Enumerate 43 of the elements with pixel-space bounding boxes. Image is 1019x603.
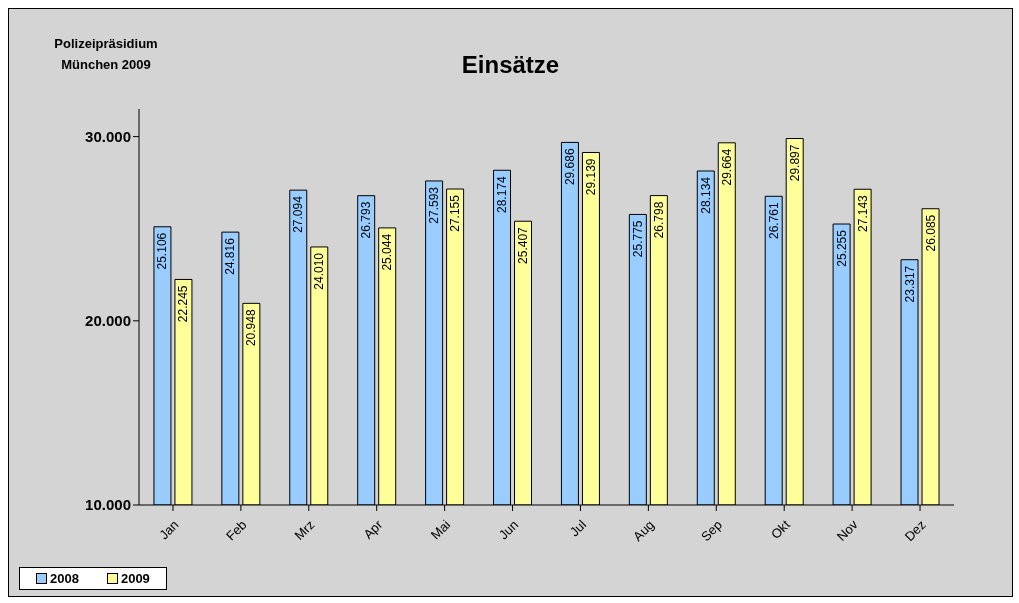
x-tick-label: Nov [833, 516, 862, 544]
y-tick-label: 20.000 [85, 312, 131, 330]
data-label: 28.174 [495, 175, 510, 213]
x-tick-label: Jan [156, 517, 182, 543]
x-tick-label: Jun [495, 517, 522, 543]
legend-label: 2008 [49, 571, 79, 586]
data-label: 27.143 [855, 194, 870, 232]
x-tick-label: Dez [901, 517, 929, 544]
data-label: 29.686 [562, 148, 577, 186]
chart-title: Einsätze [461, 51, 560, 78]
legend-label: 2009 [119, 571, 150, 586]
data-label: 27.155 [448, 194, 463, 232]
x-tick-label: Jul [566, 516, 590, 540]
x-tick-label: Mrz [291, 517, 318, 543]
data-label: 22.245 [176, 285, 191, 323]
data-label: 26.761 [766, 201, 781, 239]
data-label: 25.775 [630, 220, 645, 258]
data-label: 25.255 [834, 229, 849, 267]
x-tick-label: Aug [630, 517, 658, 545]
data-label: 29.897 [787, 144, 802, 182]
text: Polizeipräsidium München 2009 [53, 35, 159, 74]
data-label: 26.798 [651, 201, 666, 239]
data-label: 27.094 [291, 195, 306, 233]
x-tick-label: Feb [223, 517, 250, 544]
data-label: 25.044 [380, 233, 395, 271]
data-label: 27.593 [427, 186, 442, 224]
data-label: 25.106 [155, 232, 170, 270]
x-tick-label: Mai [427, 516, 454, 543]
data-label: 28.134 [698, 176, 713, 214]
y-tick-label: 10.000 [85, 496, 131, 514]
data-label: 29.139 [583, 158, 598, 196]
x-tick-label: Okt [767, 516, 794, 542]
data-label: 20.948 [244, 309, 259, 347]
y-tick-label: 30.000 [85, 127, 131, 145]
x-tick-label: Sep [697, 517, 725, 545]
data-label: 26.793 [359, 201, 374, 239]
data-label: 26.085 [923, 214, 938, 252]
data-label: 24.010 [312, 252, 327, 290]
data-label: 25.407 [516, 226, 531, 264]
data-label: 29.664 [719, 148, 734, 186]
x-tick-label: Apr [360, 516, 386, 542]
data-label: 24.816 [223, 237, 238, 275]
data-label: 23.317 [902, 265, 917, 303]
